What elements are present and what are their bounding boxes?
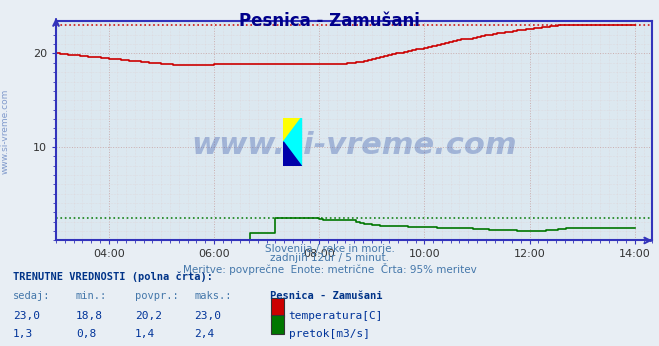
Text: min.:: min.: [76, 291, 107, 301]
Text: 23,0: 23,0 [13, 311, 40, 321]
Text: Slovenija / reke in morje.: Slovenija / reke in morje. [264, 244, 395, 254]
Text: 20,2: 20,2 [135, 311, 162, 321]
Text: 0,8: 0,8 [76, 329, 96, 339]
Text: povpr.:: povpr.: [135, 291, 179, 301]
Text: TRENUTNE VREDNOSTI (polna črta):: TRENUTNE VREDNOSTI (polna črta): [13, 272, 213, 282]
Text: 1,4: 1,4 [135, 329, 156, 339]
Text: www.si-vreme.com: www.si-vreme.com [191, 131, 517, 161]
Text: Pesnica - Zamušani: Pesnica - Zamušani [270, 291, 383, 301]
Text: 2,4: 2,4 [194, 329, 215, 339]
Polygon shape [283, 142, 302, 166]
Text: 1,3: 1,3 [13, 329, 34, 339]
Text: zadnjih 12ur / 5 minut.: zadnjih 12ur / 5 minut. [270, 253, 389, 263]
Text: sedaj:: sedaj: [13, 291, 51, 301]
Text: www.si-vreme.com: www.si-vreme.com [1, 89, 10, 174]
Text: Meritve: povprečne  Enote: metrične  Črta: 95% meritev: Meritve: povprečne Enote: metrične Črta:… [183, 263, 476, 275]
Text: Pesnica - Zamušani: Pesnica - Zamušani [239, 12, 420, 30]
Text: maks.:: maks.: [194, 291, 232, 301]
Text: 23,0: 23,0 [194, 311, 221, 321]
Text: temperatura[C]: temperatura[C] [289, 311, 383, 321]
Text: 18,8: 18,8 [76, 311, 103, 321]
Polygon shape [283, 118, 302, 166]
Polygon shape [283, 118, 302, 142]
Text: pretok[m3/s]: pretok[m3/s] [289, 329, 370, 339]
